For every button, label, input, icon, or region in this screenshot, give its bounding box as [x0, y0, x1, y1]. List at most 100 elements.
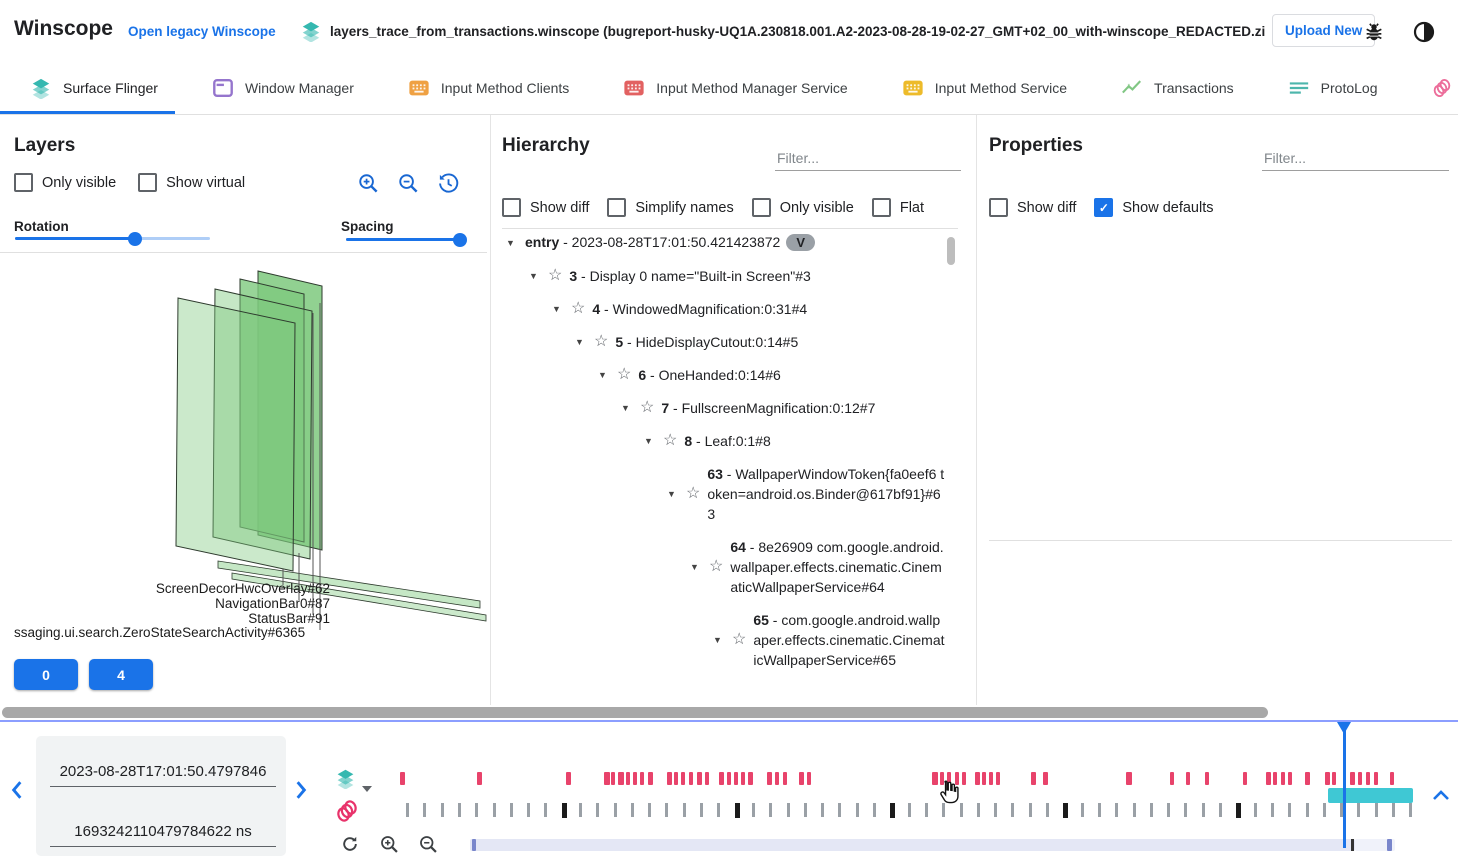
trace-entry-tick[interactable] — [1043, 772, 1048, 785]
zoom-in-icon[interactable] — [357, 172, 380, 195]
trace-entry-tick[interactable] — [775, 772, 779, 785]
transition-tick[interactable] — [804, 803, 807, 817]
transition-tick[interactable] — [752, 803, 755, 817]
transition-tick[interactable] — [1133, 803, 1136, 817]
trace-entry-tick[interactable] — [1266, 772, 1271, 785]
ns-timestamp-input[interactable] — [50, 822, 276, 847]
collapse-timeline-chevron-icon[interactable] — [1432, 788, 1450, 802]
range-slider-left-handle[interactable] — [472, 839, 476, 851]
trace-entry-tick[interactable] — [1273, 772, 1277, 785]
tab-input-method-manager-service[interactable]: Input Method Manager Service — [623, 77, 848, 99]
transition-tick[interactable] — [683, 803, 686, 817]
transition-tick[interactable] — [717, 803, 720, 817]
pin-star-icon[interactable]: ☆ — [640, 399, 655, 416]
trace-entry-tick[interactable] — [633, 772, 637, 785]
collapse-arrow-icon[interactable]: ▼ — [644, 436, 653, 446]
trace-entry-tick[interactable] — [996, 772, 1000, 785]
tree-node-6[interactable]: ▼ ☆ 6 - OneHanded:0:14#6 — [502, 365, 946, 385]
zoom-out-icon[interactable] — [397, 172, 420, 195]
trace-entry-tick[interactable] — [799, 772, 804, 785]
trace-entry-tick[interactable] — [734, 772, 738, 785]
transition-tick[interactable] — [1254, 803, 1257, 817]
trace-entry-tick[interactable] — [727, 772, 731, 785]
trace-entry-tick[interactable] — [1031, 772, 1036, 785]
transition-tick[interactable] — [942, 803, 945, 817]
trace-entry-tick[interactable] — [1205, 772, 1209, 785]
bug-report-icon[interactable] — [1363, 21, 1385, 43]
trace-entry-tick[interactable] — [932, 772, 938, 785]
main-horizontal-scrollbar[interactable] — [2, 707, 1268, 718]
transition-tick[interactable] — [1219, 803, 1222, 817]
trace-entry-tick[interactable] — [1170, 772, 1174, 785]
hierarchy-checkbox-simplify-names[interactable]: Simplify names — [607, 198, 734, 217]
transition-tick-bold[interactable] — [562, 803, 567, 818]
next-entry-chevron-icon[interactable] — [292, 780, 310, 800]
trace-entry-tick[interactable] — [705, 772, 709, 785]
trace-entry-tick[interactable] — [626, 772, 630, 785]
reset-zoom-icon[interactable] — [340, 834, 360, 854]
tree-node-8[interactable]: ▼ ☆ 8 - Leaf:0:1#8 — [502, 431, 946, 451]
pin-star-icon[interactable]: ☆ — [663, 432, 678, 449]
layer-sheet-3[interactable] — [175, 297, 296, 572]
surface-flinger-trace-icon[interactable] — [335, 768, 356, 789]
transition-tick[interactable] — [1409, 803, 1412, 817]
collapse-arrow-icon[interactable]: ▼ — [506, 237, 515, 248]
trace-entry-tick[interactable] — [400, 772, 405, 785]
trace-entry-tick[interactable] — [767, 772, 772, 785]
previous-entry-chevron-icon[interactable] — [8, 780, 26, 800]
transition-tick[interactable] — [838, 803, 841, 817]
rects-page-button-0[interactable]: 0 — [14, 659, 78, 690]
trace-entry-tick[interactable] — [783, 772, 787, 785]
transition-tick-bold[interactable] — [890, 803, 895, 818]
transition-tick[interactable] — [1098, 803, 1101, 817]
tree-node-3[interactable]: ▼ ☆ 3 - Display 0 name="Built-in Screen"#3 — [502, 266, 946, 286]
layer-sheet-1[interactable] — [239, 278, 305, 543]
tree-node-64[interactable]: ▼ ☆ 64 - 8e26909 com.google.android.wallpa… — [502, 537, 946, 597]
collapse-arrow-icon[interactable]: ▼ — [667, 489, 676, 499]
trace-entry-tick[interactable] — [674, 772, 678, 785]
trace-entry-tick[interactable] — [1325, 772, 1330, 785]
tab-transactions[interactable]: Transactions — [1121, 77, 1234, 99]
spacing-slider-thumb[interactable] — [453, 233, 467, 247]
transition-tick[interactable] — [493, 803, 496, 817]
trace-entry-tick[interactable] — [640, 772, 644, 785]
open-legacy-link[interactable]: Open legacy Winscope — [128, 24, 276, 39]
pin-star-icon[interactable]: ☆ — [548, 267, 563, 284]
pin-star-icon[interactable]: ☆ — [732, 631, 747, 648]
layers-3d-view[interactable]: ScreenDecorHwcOverlay#62NavigationBar0#8… — [0, 253, 488, 645]
trace-selector-caret-icon[interactable] — [362, 786, 372, 792]
trace-entry-tick[interactable] — [1243, 772, 1247, 785]
transition-tick[interactable] — [925, 803, 928, 817]
transition-tick[interactable] — [1202, 803, 1205, 817]
transition-tick[interactable] — [631, 803, 634, 817]
trace-entry-tick[interactable] — [1358, 772, 1362, 785]
transition-tick[interactable] — [1150, 803, 1153, 817]
transition-tick[interactable] — [423, 803, 426, 817]
rotation-slider-thumb[interactable] — [128, 232, 142, 246]
trace-entry-tick[interactable] — [989, 772, 993, 785]
tree-node-entry[interactable]: ▼ entry - 2023-08-28T17:01:50.421423872 V — [502, 232, 946, 253]
trace-entry-tick[interactable] — [611, 772, 615, 785]
transition-tick-bold[interactable] — [735, 803, 740, 818]
transition-tick[interactable] — [441, 803, 444, 817]
transition-tick[interactable] — [769, 803, 772, 817]
transition-tick[interactable] — [510, 803, 513, 817]
hierarchy-checkbox-show-diff[interactable]: Show diff — [502, 198, 589, 217]
hierarchy-filter-input[interactable] — [775, 146, 961, 171]
checkbox-box[interactable] — [138, 173, 158, 192]
transition-tick[interactable] — [406, 803, 409, 817]
tree-node-7[interactable]: ▼ ☆ 7 - FullscreenMagnification:0:12#7 — [502, 398, 946, 418]
transition-tick[interactable] — [527, 803, 530, 817]
properties-checkbox-show-defaults[interactable]: ✓ Show defaults — [1094, 198, 1213, 217]
pin-star-icon[interactable]: ☆ — [617, 366, 632, 383]
range-slider-right-handle[interactable] — [1387, 839, 1392, 851]
transition-tick[interactable] — [994, 803, 997, 817]
dark-mode-toggle-icon[interactable] — [1412, 20, 1436, 44]
transition-tick[interactable] — [1375, 803, 1378, 817]
transitions-tick-row[interactable] — [0, 803, 1458, 818]
transition-tick[interactable] — [579, 803, 582, 817]
transition-tick[interactable] — [596, 803, 599, 817]
transition-tick[interactable] — [787, 803, 790, 817]
pin-star-icon[interactable]: ☆ — [686, 485, 701, 502]
tree-node-4[interactable]: ▼ ☆ 4 - WindowedMagnification:0:31#4 — [502, 299, 946, 319]
